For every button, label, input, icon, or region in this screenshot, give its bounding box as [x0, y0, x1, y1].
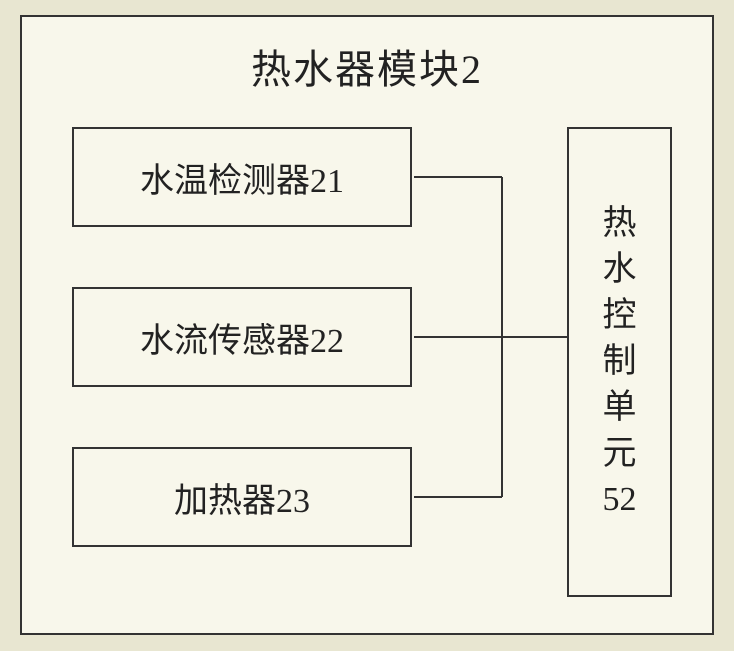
box-label: 水温检测器21: [140, 153, 344, 202]
box-label: 加热器23: [174, 473, 310, 522]
box-water-temp-detector: 水温检测器21: [72, 127, 412, 227]
box-water-flow-sensor: 水流传感器22: [72, 287, 412, 387]
char: 单: [603, 385, 637, 431]
char: 热: [603, 201, 637, 247]
char: 制: [603, 339, 637, 385]
box-heater: 加热器23: [72, 447, 412, 547]
box-label: 水流传感器22: [140, 313, 344, 362]
module-container: 热水器模块2 水温检测器21 水流传感器22 加热器23 热 水 控 制 单 元…: [20, 15, 714, 635]
char: 控: [603, 293, 637, 339]
char: 水: [603, 247, 637, 293]
unit-number: 52: [603, 477, 637, 523]
char: 元: [603, 431, 637, 477]
box-hot-water-control-unit: 热 水 控 制 单 元 52: [567, 127, 672, 597]
module-title: 热水器模块2: [22, 37, 712, 95]
